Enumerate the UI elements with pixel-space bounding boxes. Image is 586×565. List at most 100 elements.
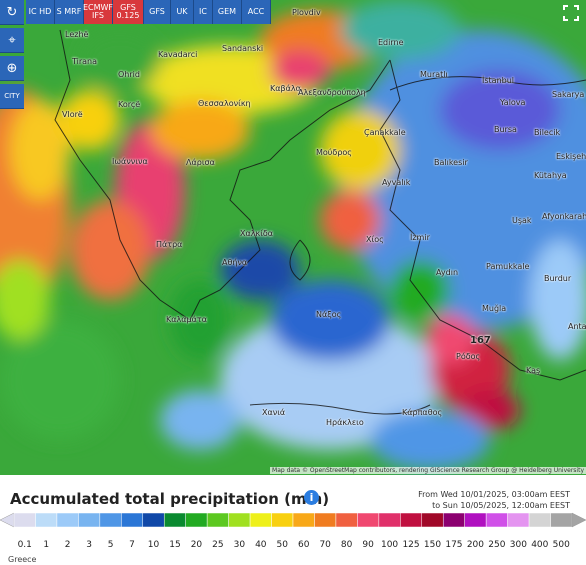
legend-tick-label: 30 [234,540,246,550]
place-label: Μούδρος [316,148,352,157]
legend-swatch [13,512,36,528]
legend-tick-label: 125 [402,540,419,550]
place-label: Κάρπαθος [402,408,443,417]
place-label: Balıkesir [434,158,468,167]
model-button[interactable]: IC [194,0,213,24]
model-button[interactable]: GFS [144,0,171,24]
legend-tick-label: 40 [255,540,267,550]
model-button[interactable]: ACC [242,0,271,24]
legend-tick-label: 50 [277,540,289,550]
place-label: İzmir [410,233,430,242]
legend-tick-label: 10 [148,540,160,550]
legend-swatch [442,512,465,528]
place-label: Νάξος [316,310,342,319]
place-label: Χίος [366,235,384,244]
precip-area [270,50,330,90]
legend-tick-label: 3 [86,540,92,550]
legend-swatch [163,512,186,528]
legend-swatch [507,512,530,528]
legend-tick-label: 250 [488,540,505,550]
place-label: Αλεξανδρούπολη [298,88,366,97]
legend-tick-label: 5 [108,540,114,550]
place-label: Αθήνα [222,258,248,267]
place-label: Ηράκλειο [326,418,364,427]
place-label: Eskişehir [556,152,586,161]
place-label: Yalova [500,98,526,107]
legend-tick-label: 500 [553,540,570,550]
place-label: Sakarya [552,90,585,99]
legend-tick-label: 7 [129,540,135,550]
place-label: Afyonkarahisar [542,212,586,221]
legend-swatch [142,512,165,528]
precip-area [460,390,520,430]
place-label: Χανιά [262,408,286,417]
legend-swatch [206,512,229,528]
legend-swatch [292,512,315,528]
precip-area [0,320,120,440]
legend-swatch [56,512,79,528]
place-label: 167 [470,335,491,346]
place-label: Plovdiv [292,8,321,17]
place-label: Kavadarci [158,50,198,59]
date-from: From Wed 10/01/2025, 03:00am EEST [418,490,570,499]
model-button[interactable]: UK [171,0,194,24]
precip-area [10,100,70,200]
precip-area [340,0,460,60]
fullscreen-button[interactable] [562,4,580,22]
legend-title: Accumulated total precipitation (mm) [10,490,330,508]
legend-tick-label: 15 [169,540,180,550]
date-to: to Sun 10/05/2025, 12:00am EEST [432,501,570,510]
model-button[interactable]: GFS 0.125 [113,0,144,24]
side-button[interactable]: ⌖ [0,28,24,53]
legend-swatch [528,512,551,528]
place-label: Χαλκίδα [240,229,274,238]
legend-tick-label: 2 [65,540,71,550]
precip-area [220,240,300,300]
legend-tick-label: 90 [362,540,374,550]
side-button[interactable]: ⊕ [0,56,24,81]
place-label: Bilecik [534,128,561,137]
place-label: Ohrid [118,70,140,79]
model-button[interactable]: ECMWF IFS [83,0,113,24]
precip-area [80,30,160,90]
place-label: Kaş [526,366,541,375]
model-button[interactable]: S MRF [55,0,84,24]
legend-tick-label: 150 [424,540,441,550]
legend-bar: 0.1 1 2 3 5 7 10 15 20 25 30 40 50 60 70 80 90 100 125 150 1… [0,512,586,550]
precip-area [0,260,50,340]
side-button[interactable]: ↻ [0,0,24,25]
place-label: Lezhë [65,30,89,39]
precip-area [220,310,440,450]
place-label: Ιωάννινα [112,157,148,166]
side-button[interactable]: CITY [0,84,24,109]
legend-tick-label: 0.1 [18,540,32,550]
place-label: Sandanski [222,44,264,53]
region-label: Greece [8,555,37,564]
legend-swatch [378,512,401,528]
legend-tick-label: 60 [298,540,310,550]
place-label: Vlorë [62,110,83,119]
place-label: Ρόδος [456,352,481,361]
info-button[interactable]: i [304,490,319,505]
model-button[interactable]: IC HD [26,0,55,24]
place-label: Ayvalık [382,178,411,187]
precip-area [370,410,490,470]
legend-tick-label: 100 [381,540,398,550]
precip-area [530,240,586,360]
place-label: Burdur [544,274,572,283]
place-label: Uşak [512,216,532,225]
precip-area [170,280,230,360]
model-button[interactable]: GEM [213,0,242,24]
legend-tick-label: 70 [319,540,331,550]
precip-area [440,70,560,150]
legend-swatch [464,512,487,528]
place-label: Aydın [436,268,459,277]
precip-area [390,260,450,320]
place-label: Anta [568,322,586,331]
place-label: Πάτρα [156,240,183,249]
map[interactable]: Lezhë Tirana Ohrid Korçë Vlorë Kavadarci Sanda… [0,0,586,475]
legend-tick-label: 300 [510,540,527,550]
legend-tick-label: 20 [191,540,203,550]
place-label: Muratlı [420,70,448,79]
